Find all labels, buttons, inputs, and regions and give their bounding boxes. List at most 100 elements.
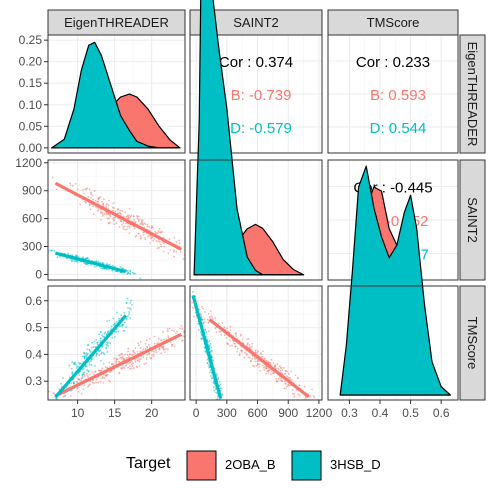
x-tick-label: 0.5 bbox=[402, 406, 419, 420]
scatter-point-2oba-b bbox=[145, 362, 148, 365]
strip-right-saint2 bbox=[459, 159, 486, 281]
scatter-point-3hsb-d bbox=[83, 371, 86, 374]
scatter-point-2oba-b bbox=[145, 339, 148, 342]
scatter-point-2oba-b bbox=[148, 225, 151, 228]
panel-saint2-saint2 bbox=[189, 0, 323, 281]
scatter-point-3hsb-d bbox=[92, 346, 95, 348]
scatter-point-2oba-b bbox=[134, 353, 136, 355]
scatter-point-2oba-b bbox=[139, 350, 142, 353]
scatter-point-3hsb-d bbox=[126, 297, 129, 300]
scatter-point-2oba-b bbox=[138, 360, 141, 363]
scatter-point-2oba-b bbox=[99, 212, 102, 215]
scatter-point-3hsb-d bbox=[81, 368, 84, 371]
scatter-point-3hsb-d bbox=[88, 361, 90, 363]
scatter-point-2oba-b bbox=[152, 239, 155, 242]
scatter-point-3hsb-d bbox=[95, 338, 98, 341]
scatter-point-2oba-b bbox=[139, 235, 142, 237]
scatter-point-2oba-b bbox=[162, 331, 164, 333]
scatter-point-3hsb-d bbox=[199, 314, 202, 317]
scatter-point-2oba-b bbox=[214, 317, 217, 320]
scatter-point-2oba-b bbox=[191, 306, 194, 309]
scatter-point-2oba-b bbox=[286, 375, 289, 378]
scatter-point-2oba-b bbox=[89, 208, 92, 211]
scatter-point-2oba-b bbox=[131, 365, 134, 367]
scatter-point-2oba-b bbox=[124, 353, 127, 356]
scatter-point-3hsb-d bbox=[54, 410, 56, 412]
scatter-point-2oba-b bbox=[117, 360, 120, 363]
scatter-point-2oba-b bbox=[248, 338, 250, 340]
scatter-point-2oba-b bbox=[118, 211, 120, 214]
scatter-point-2oba-b bbox=[128, 207, 131, 210]
scatter-point-2oba-b bbox=[119, 209, 121, 212]
scatter-point-2oba-b bbox=[249, 347, 252, 350]
scatter-point-3hsb-d bbox=[97, 260, 100, 263]
scatter-point-2oba-b bbox=[277, 377, 280, 380]
scatter-point-3hsb-d bbox=[208, 340, 211, 343]
scatter-point-2oba-b bbox=[268, 369, 270, 372]
scatter-point-2oba-b bbox=[277, 367, 280, 370]
scatter-point-2oba-b bbox=[120, 352, 123, 355]
scatter-point-2oba-b bbox=[110, 363, 113, 365]
scatter-point-2oba-b bbox=[204, 321, 206, 323]
scatter-point-3hsb-d bbox=[121, 325, 123, 328]
legend-label-2oba-b: 2OBA_B bbox=[225, 457, 276, 472]
scatter-point-2oba-b bbox=[112, 217, 115, 220]
scatter-point-3hsb-d bbox=[123, 311, 126, 314]
scatter-point-2oba-b bbox=[231, 344, 233, 347]
scatter-point-2oba-b bbox=[122, 227, 125, 230]
scatter-point-2oba-b bbox=[173, 249, 176, 251]
correlation-2oba-b: B: 0.593 bbox=[370, 87, 426, 104]
scatter-point-3hsb-d bbox=[73, 362, 76, 364]
scatter-point-3hsb-d bbox=[42, 249, 44, 251]
scatter-point-2oba-b bbox=[120, 357, 123, 360]
scatter-point-3hsb-d bbox=[229, 428, 231, 430]
scatter-point-2oba-b bbox=[100, 377, 103, 380]
scatter-point-3hsb-d bbox=[128, 313, 131, 316]
scatter-point-2oba-b bbox=[206, 318, 209, 321]
strip-right-tmscore bbox=[459, 285, 486, 401]
scatter-point-2oba-b bbox=[128, 353, 131, 356]
scatter-point-2oba-b bbox=[203, 318, 206, 321]
scatter-point-2oba-b bbox=[250, 345, 253, 348]
scatter-point-2oba-b bbox=[124, 364, 127, 367]
scatter-point-3hsb-d bbox=[210, 377, 213, 380]
scatter-point-3hsb-d bbox=[129, 272, 132, 275]
scatter-point-2oba-b bbox=[113, 357, 116, 360]
scatter-point-3hsb-d bbox=[212, 359, 215, 362]
scatter-point-3hsb-d bbox=[125, 302, 128, 305]
scatter-point-2oba-b bbox=[289, 377, 291, 379]
scatter-point-2oba-b bbox=[51, 176, 54, 179]
scatter-point-2oba-b bbox=[212, 318, 214, 320]
scatter-point-3hsb-d bbox=[106, 331, 109, 334]
scatter-point-2oba-b bbox=[291, 378, 293, 381]
scatter-point-3hsb-d bbox=[81, 376, 84, 378]
scatter-point-3hsb-d bbox=[112, 317, 115, 320]
scatter-point-2oba-b bbox=[69, 182, 72, 185]
scatter-point-2oba-b bbox=[229, 325, 232, 328]
scatter-point-2oba-b bbox=[160, 339, 163, 342]
scatter-point-2oba-b bbox=[132, 349, 135, 352]
scatter-point-2oba-b bbox=[130, 367, 133, 370]
scatter-point-3hsb-d bbox=[126, 272, 129, 275]
scatter-point-2oba-b bbox=[264, 366, 267, 368]
strip-top-eigenthreader bbox=[47, 9, 186, 36]
scatter-point-2oba-b bbox=[142, 356, 145, 359]
scatter-point-2oba-b bbox=[138, 358, 141, 361]
scatter-point-2oba-b bbox=[267, 372, 270, 374]
scatter-point-2oba-b bbox=[144, 238, 147, 241]
scatter-point-3hsb-d bbox=[101, 346, 104, 348]
scatter-point-2oba-b bbox=[234, 333, 237, 336]
scatter-point-2oba-b bbox=[132, 367, 135, 370]
scatter-point-2oba-b bbox=[80, 392, 83, 395]
scatter-point-2oba-b bbox=[210, 315, 213, 318]
scatter-point-3hsb-d bbox=[213, 389, 216, 392]
scatter-point-3hsb-d bbox=[70, 389, 73, 392]
scatter-point-2oba-b bbox=[153, 335, 156, 338]
scatter-point-3hsb-d bbox=[82, 367, 85, 370]
x-tick-label: 900 bbox=[278, 406, 298, 420]
scatter-point-2oba-b bbox=[208, 316, 211, 319]
scatter-point-3hsb-d bbox=[208, 371, 211, 374]
scatter-point-2oba-b bbox=[163, 245, 166, 248]
scatter-point-2oba-b bbox=[154, 230, 157, 233]
scatter-point-2oba-b bbox=[94, 199, 97, 202]
